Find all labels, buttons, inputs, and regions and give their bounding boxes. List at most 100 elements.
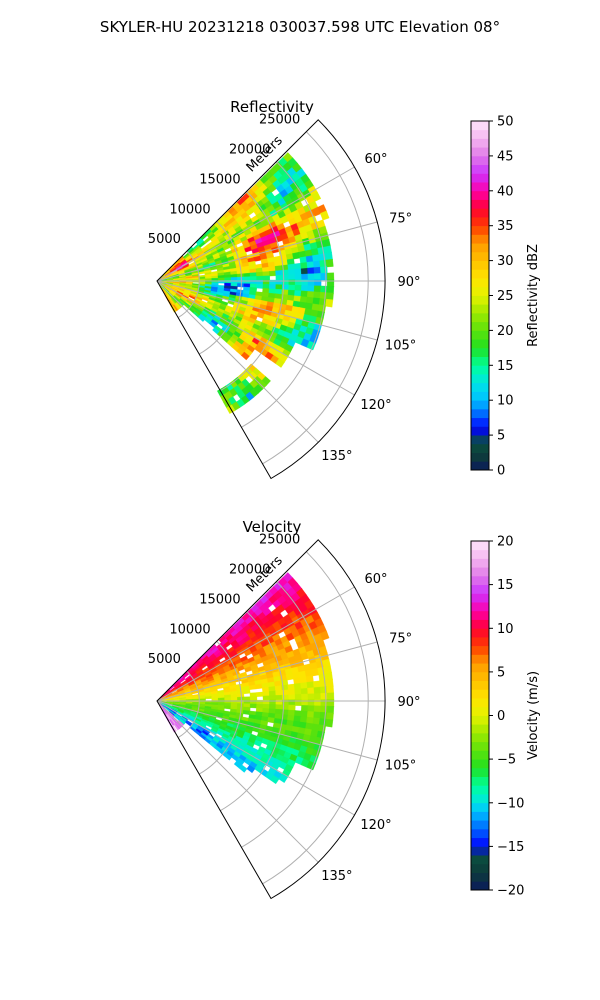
colorbar-bin <box>471 575 489 586</box>
colorbar-tick-label: −5 <box>497 753 516 768</box>
range-ring <box>177 250 200 319</box>
reflectivity-title: Reflectivity <box>230 98 314 116</box>
reflectivity-range-ticks: 5000 10000 15000 20000 25000 <box>148 113 300 247</box>
sector-outline <box>156 539 386 900</box>
colorbar-tick-label: 50 <box>497 115 514 130</box>
reflectivity-colorbar-label: Reflectivity dBZ <box>526 244 541 347</box>
azimuth-tick-label: 120° <box>360 818 391 833</box>
colorbar-bin <box>471 321 489 331</box>
colorbar-bin <box>471 689 489 699</box>
colorbar-bin <box>471 208 489 218</box>
azimuth-tick-label: 75° <box>389 211 412 226</box>
range-ring <box>220 611 285 812</box>
range-ring <box>177 670 200 739</box>
velocity-colorbar-bins <box>471 541 489 891</box>
colorbar-bin <box>471 776 489 786</box>
colorbar-bin <box>471 182 489 192</box>
colorbar-bin <box>471 164 489 174</box>
colorbar-tick-label: −10 <box>497 796 524 811</box>
colorbar-bin <box>471 837 489 847</box>
reflectivity-colorbar-ticks: 0 5 10 15 20 25 30 35 40 45 50 <box>489 115 514 479</box>
colorbar-bin <box>471 138 489 148</box>
azimuth-spoke <box>156 586 355 702</box>
reflectivity-echoes <box>158 152 335 414</box>
velocity-echoes <box>158 572 335 785</box>
range-ring <box>198 220 242 355</box>
colorbar-bin <box>471 365 489 375</box>
colorbar-bin <box>471 251 489 262</box>
colorbar-bin <box>471 426 489 436</box>
colorbar-bin <box>471 173 489 183</box>
colorbar-bin <box>471 636 489 647</box>
colorbar-tick-label: 15 <box>497 578 514 593</box>
reflectivity-colorbar: 0 5 10 15 20 25 30 35 40 45 50 Reflectivity dBZ <box>470 115 541 479</box>
velocity-panel: Velocity 5000 10000 15000 20000 25000 60° 75°… <box>148 518 421 900</box>
azimuth-spoke <box>156 166 355 282</box>
azimuth-spoke <box>156 641 378 702</box>
azimuth-tick-label: 105° <box>385 759 416 774</box>
colorbar-bin <box>471 304 489 314</box>
colorbar-bin <box>471 190 489 200</box>
colorbar-bin <box>471 295 489 305</box>
colorbar-bin <box>471 680 489 690</box>
colorbar-tick-label: 10 <box>497 622 514 637</box>
colorbar-bin <box>471 593 489 603</box>
azimuth-spoke <box>156 280 355 396</box>
colorbar-bin <box>471 121 489 131</box>
azimuth-tick-label: 90° <box>397 695 420 710</box>
range-ring <box>262 551 369 885</box>
colorbar-tick-label: 35 <box>497 219 514 234</box>
colorbar-bin <box>471 558 489 568</box>
range-tick-label: 25000 <box>259 113 300 128</box>
velocity-title: Velocity <box>243 518 302 536</box>
colorbar-tick-label: −20 <box>497 884 524 899</box>
velocity-colorbar: −20 −15 −10 −5 0 5 10 15 20 Velocity (m/s) <box>470 535 541 899</box>
colorbar-bin <box>471 654 489 664</box>
colorbar-tick-label: 5 <box>497 429 505 444</box>
azimuth-tick-label: 75° <box>389 631 412 646</box>
azimuth-spoke <box>156 700 378 761</box>
colorbar-bin <box>471 225 489 235</box>
colorbar-bin <box>471 741 489 751</box>
colorbar-bin <box>471 400 489 410</box>
figure-title: SKYLER-HU 20231218 030037.598 UTC Elevat… <box>100 18 500 36</box>
colorbar-bin <box>471 619 489 629</box>
colorbar-bin <box>471 767 489 777</box>
colorbar-bin <box>471 199 489 209</box>
azimuth-tick-label: 60° <box>364 152 387 167</box>
colorbar-bin <box>471 759 489 769</box>
range-tick-label: 15000 <box>199 172 240 187</box>
velocity-azimuth-ticks: 60° 75° 90° 105° 120° 135° <box>321 572 420 884</box>
colorbar-tick-label: 0 <box>497 464 505 479</box>
azimuth-tick-label: 135° <box>321 869 352 884</box>
colorbar-bin <box>471 408 489 419</box>
colorbar-bin <box>471 750 489 760</box>
azimuth-tick-label: 90° <box>397 275 420 290</box>
colorbar-bin <box>471 286 489 296</box>
range-tick-label: 10000 <box>169 202 210 217</box>
colorbar-bin <box>471 881 489 891</box>
colorbar-bin <box>471 260 489 270</box>
colorbar-bin <box>471 269 489 279</box>
range-tick-label: 5000 <box>148 232 181 247</box>
colorbar-bin <box>471 417 489 427</box>
colorbar-bin <box>471 802 489 812</box>
azimuth-tick-label: 105° <box>385 339 416 354</box>
azimuth-tick-label: 60° <box>364 572 387 587</box>
colorbar-bin <box>471 243 489 253</box>
range-tick-label: 5000 <box>148 652 181 667</box>
colorbar-bin <box>471 443 489 453</box>
azimuth-spoke <box>156 700 355 816</box>
reflectivity-grid <box>156 119 386 480</box>
colorbar-bin <box>471 785 489 795</box>
sector-outline <box>156 119 386 480</box>
colorbar-bin <box>471 567 489 577</box>
colorbar-bin <box>471 549 489 559</box>
colorbar-bin <box>471 628 489 638</box>
colorbar-bin <box>471 461 489 471</box>
velocity-range-ticks: 5000 10000 15000 20000 25000 <box>148 533 300 667</box>
colorbar-bin <box>471 155 489 166</box>
azimuth-tick-label: 135° <box>321 449 352 464</box>
colorbar-bin <box>471 663 489 673</box>
